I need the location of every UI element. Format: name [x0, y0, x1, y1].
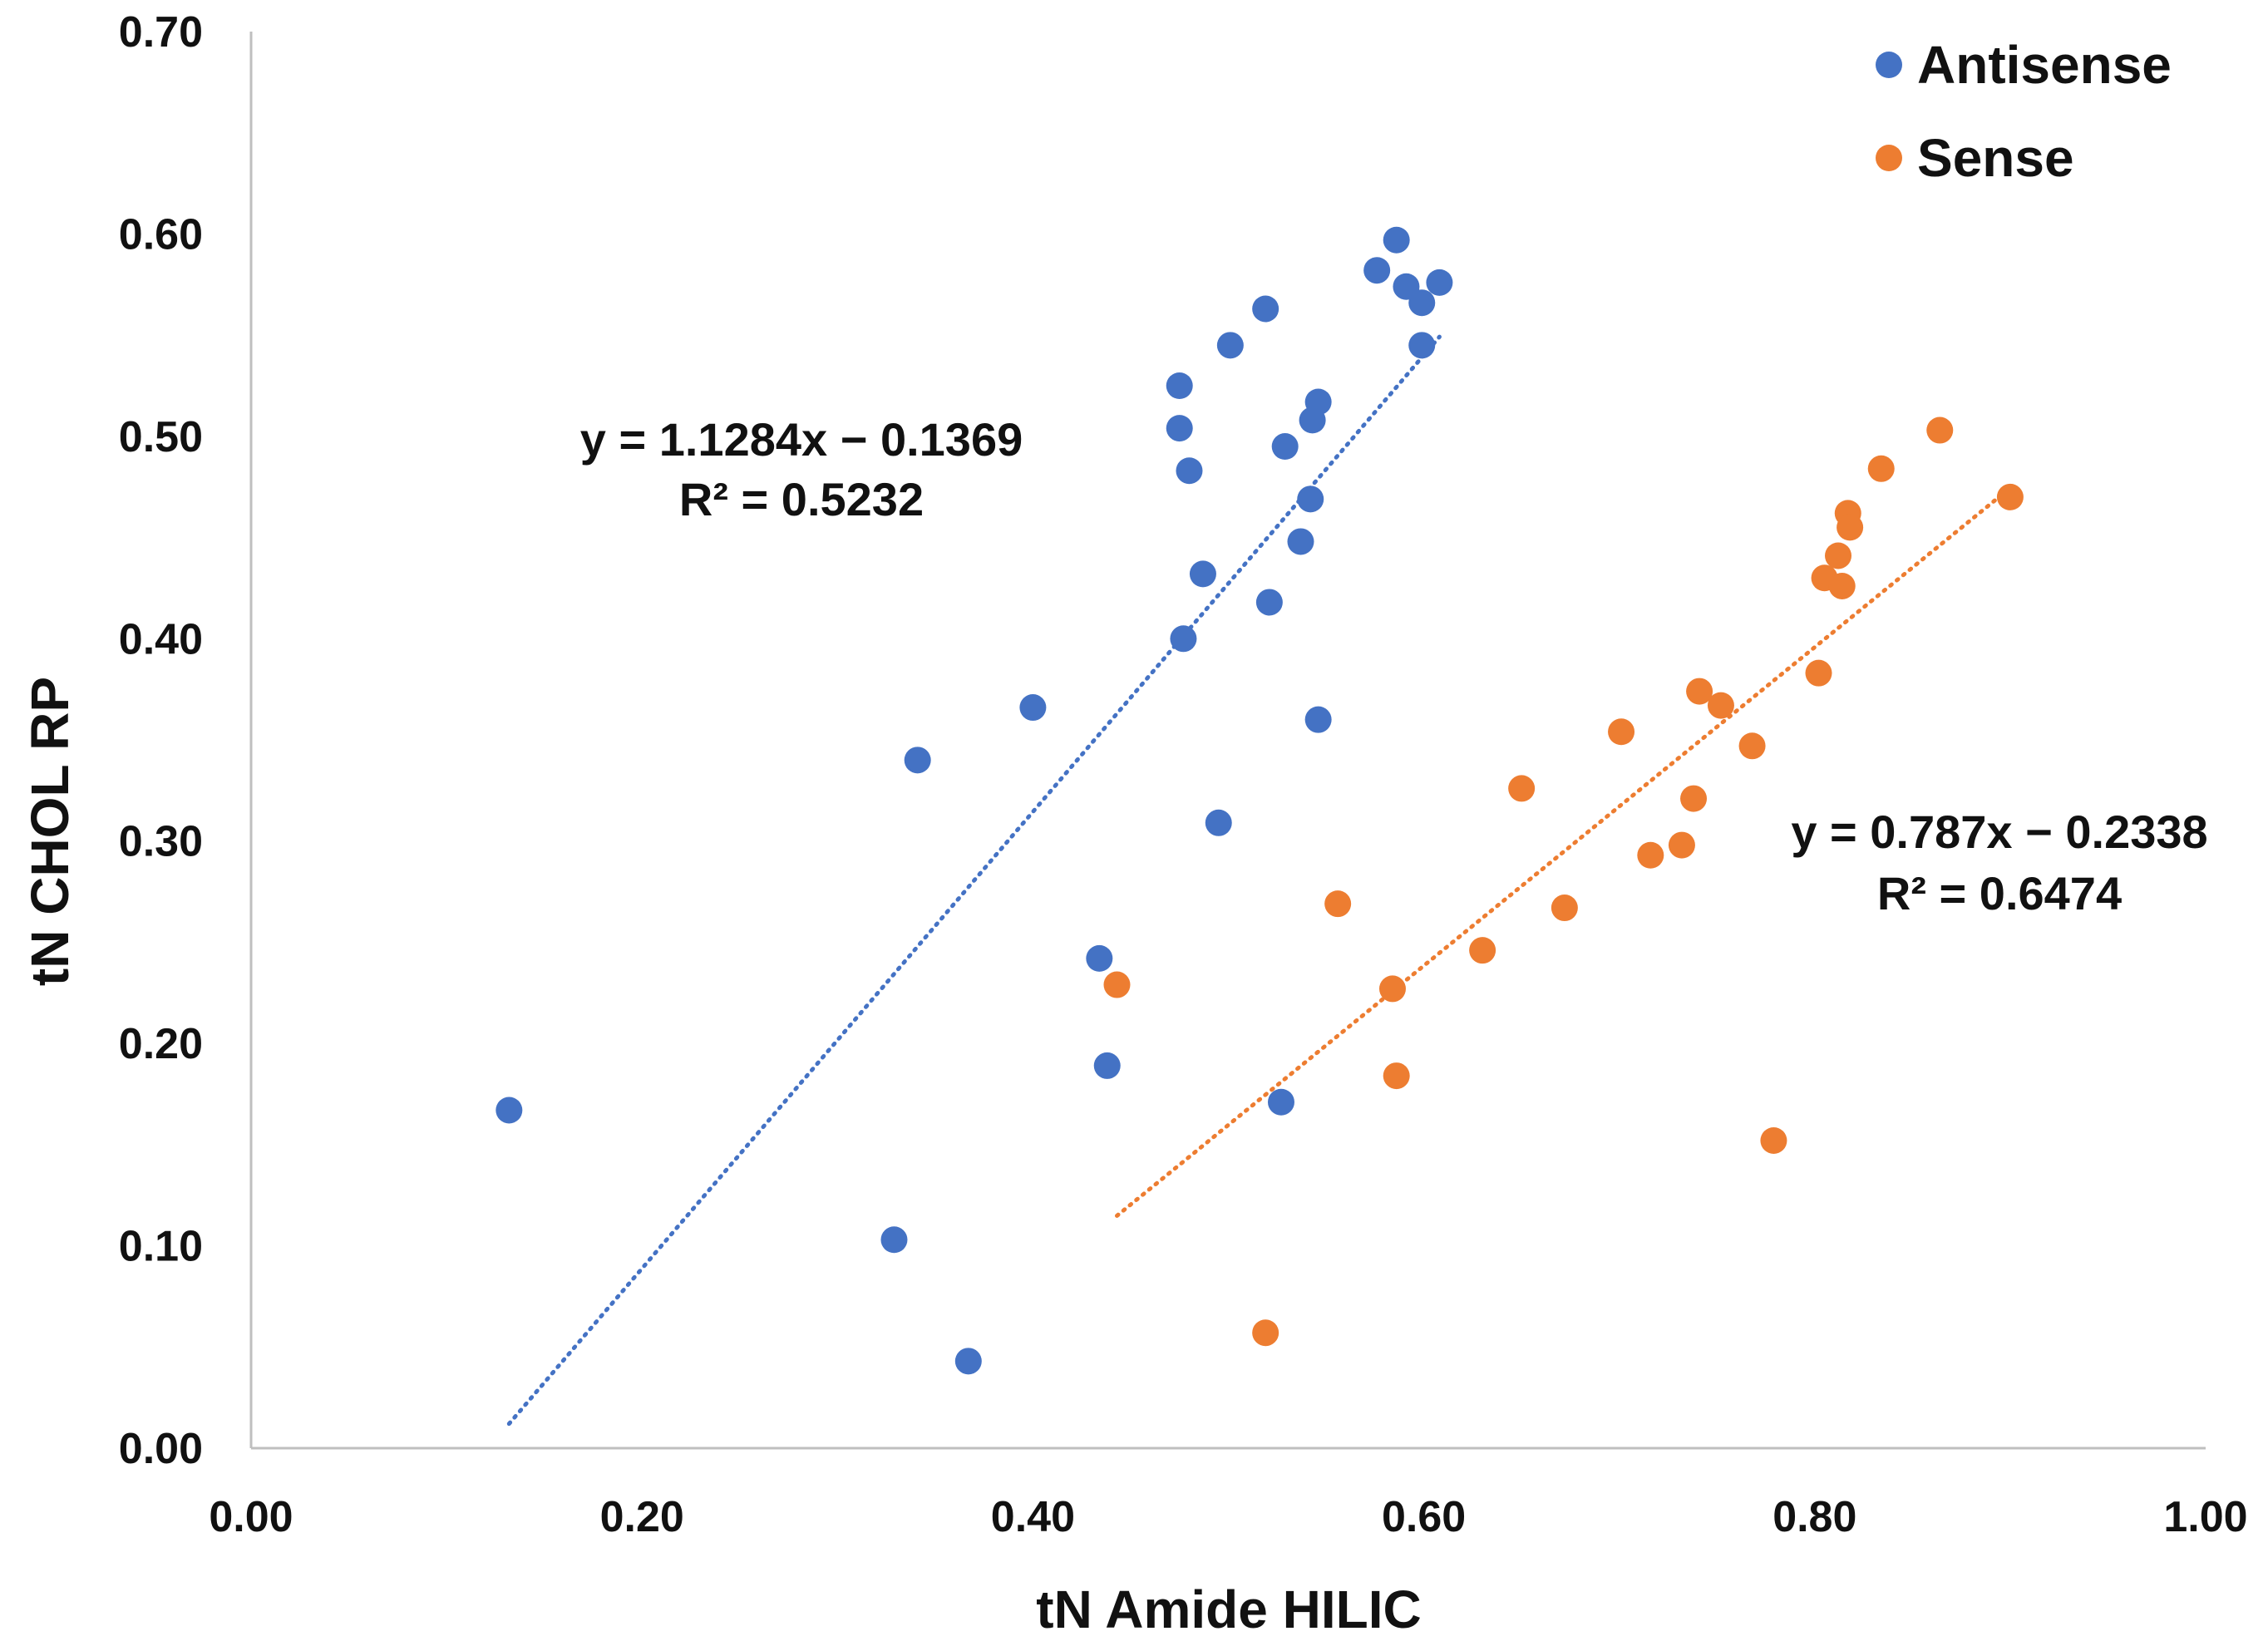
- data-point-antisense: [1271, 433, 1299, 461]
- data-point-sense: [1324, 890, 1352, 918]
- data-point-sense: [1469, 937, 1496, 964]
- data-point-sense: [1637, 841, 1664, 869]
- data-point-sense: [1926, 416, 1954, 444]
- data-point-sense: [1707, 692, 1734, 719]
- y-tick-label: 0.50: [119, 413, 203, 461]
- data-point-sense: [1252, 1319, 1279, 1347]
- data-point-antisense: [1176, 457, 1203, 485]
- data-point-sense: [1686, 678, 1713, 705]
- data-point-antisense: [1252, 295, 1279, 323]
- data-point-antisense: [1255, 589, 1283, 616]
- trendlines: [506, 334, 2013, 1427]
- trendline-antisense: [506, 334, 1442, 1427]
- equation-antisense: y = 1.1284x − 0.1369: [580, 413, 1023, 466]
- data-point-antisense: [1383, 226, 1410, 254]
- data-point-sense: [1383, 1062, 1410, 1090]
- data-point-antisense: [1216, 332, 1244, 359]
- data-point-sense: [1825, 542, 1852, 569]
- data-point-sense: [1103, 971, 1131, 998]
- y-tick-label: 0.70: [119, 8, 203, 57]
- data-point-antisense: [1408, 332, 1436, 359]
- data-point-antisense: [1363, 257, 1391, 284]
- x-tick-label: 0.00: [209, 1493, 293, 1541]
- legend-label-sense: Sense: [1917, 128, 2074, 188]
- data-point-sense: [1551, 894, 1578, 922]
- data-point-antisense: [1093, 1052, 1121, 1079]
- x-tick-label: 0.20: [600, 1493, 684, 1541]
- data-point-antisense: [1189, 560, 1216, 588]
- data-point-antisense: [1304, 706, 1332, 733]
- legend-marker-sense: [1876, 145, 1902, 171]
- data-point-antisense: [1086, 944, 1113, 972]
- trendline-equation-sense: y = 0.787x − 0.2338 R² = 0.6474: [1791, 806, 2207, 919]
- data-point-antisense: [1408, 289, 1436, 317]
- y-axis-title: tN CHOL RP: [20, 677, 80, 986]
- data-point-sense: [1760, 1126, 1787, 1154]
- legend-item-antisense: Antisense: [1876, 35, 2172, 95]
- data-point-antisense: [1304, 388, 1332, 416]
- trendline-equation-antisense: y = 1.1284x − 0.1369 R² = 0.5232: [580, 413, 1023, 525]
- x-axis-title: tN Amide HILIC: [1036, 1580, 1421, 1639]
- data-point-antisense: [1170, 625, 1197, 653]
- data-point-antisense: [1267, 1088, 1294, 1116]
- r-squared-sense: R² = 0.6474: [1877, 867, 2122, 919]
- y-tick-label: 0.60: [119, 210, 203, 259]
- data-point-antisense: [1166, 372, 1193, 399]
- data-point-antisense: [904, 747, 931, 774]
- x-tick-label: 0.80: [1772, 1493, 1856, 1541]
- x-tick-label: 1.00: [2163, 1493, 2247, 1541]
- x-tick-label: 0.60: [1382, 1493, 1466, 1541]
- data-point-antisense: [880, 1226, 908, 1254]
- y-tick-label: 0.40: [119, 615, 203, 663]
- data-point-sense: [1508, 775, 1536, 802]
- legend-item-sense: Sense: [1876, 128, 2074, 188]
- r-squared-antisense: R² = 0.5232: [679, 473, 924, 525]
- data-point-antisense: [1297, 485, 1324, 513]
- legend-marker-antisense: [1876, 52, 1902, 78]
- data-point-sense: [1668, 831, 1695, 859]
- data-point-sense: [1608, 718, 1635, 746]
- data-point-antisense: [1205, 809, 1232, 836]
- legend-label-antisense: Antisense: [1917, 35, 2172, 95]
- data-point-sense: [1805, 659, 1832, 687]
- data-point-antisense: [1287, 528, 1314, 555]
- data-point-antisense: [954, 1348, 982, 1375]
- data-point-sense: [1996, 483, 2024, 510]
- data-point-sense: [1738, 732, 1766, 760]
- data-point-sense: [1867, 455, 1895, 482]
- data-point-antisense: [1019, 694, 1047, 722]
- data-point-sense: [1837, 514, 1864, 541]
- axes: 0.00 0.20 0.40 0.60 0.80 1.00 0.00 0.10 0.20 0.30…: [119, 8, 2248, 1541]
- data-point-antisense: [496, 1097, 523, 1124]
- data-point-antisense: [1426, 269, 1453, 296]
- equation-sense: y = 0.787x − 0.2338: [1791, 806, 2207, 858]
- y-tick-label: 0.00: [119, 1425, 203, 1473]
- data-point-antisense: [1166, 415, 1193, 442]
- y-tick-label: 0.30: [119, 818, 203, 866]
- data-points: [496, 226, 2024, 1375]
- data-point-sense: [1378, 975, 1406, 1003]
- y-tick-label: 0.20: [119, 1020, 203, 1068]
- data-point-sense: [1828, 572, 1856, 599]
- data-point-sense: [1680, 785, 1708, 812]
- trendline-sense: [1114, 485, 2013, 1218]
- x-tick-label: 0.40: [991, 1493, 1075, 1541]
- legend: Antisense Sense: [1876, 35, 2172, 188]
- y-tick-label: 0.10: [119, 1223, 203, 1271]
